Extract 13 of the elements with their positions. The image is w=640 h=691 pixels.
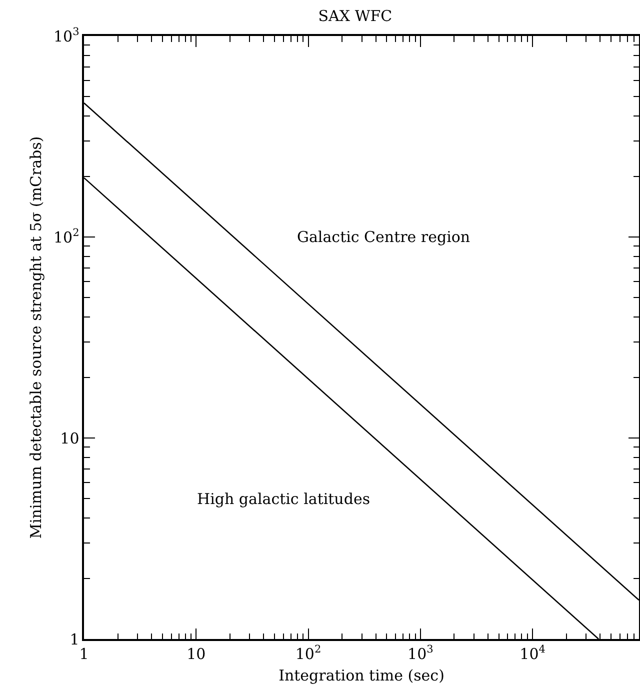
annotation: High galactic latitudes — [197, 490, 370, 508]
y-tick-label: 10$^{2}$ — [53, 226, 80, 246]
x-tick-label: 10$^{2}$ — [295, 643, 322, 663]
annotation: Galactic Centre region — [297, 228, 470, 246]
y-tick-label: 10$^{3}$ — [53, 26, 80, 46]
y-tick-label: 1 — [70, 630, 80, 648]
x-axis-title: Integration time (sec) — [278, 666, 444, 684]
x-tick-label: 10 — [186, 644, 206, 663]
y-tick-label: 10 — [60, 429, 80, 448]
y-axis-title: Minimum detectable source strenght at 5σ (mCrabs) — [27, 136, 46, 539]
chart-title: SAX WFC — [318, 6, 392, 25]
x-tick-label: 10$^{4}$ — [520, 643, 546, 663]
x-tick-label: 10$^{3}$ — [408, 643, 434, 663]
